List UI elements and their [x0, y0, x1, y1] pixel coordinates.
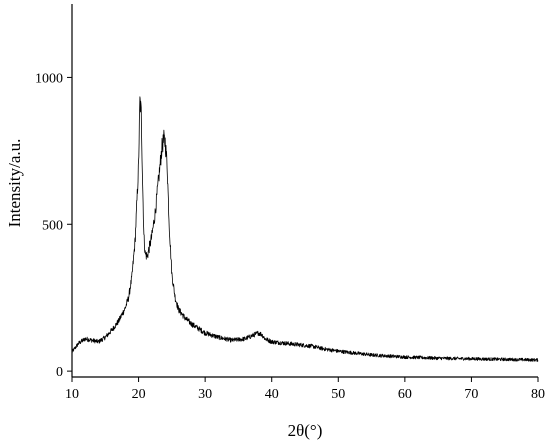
- x-tick-label: 70: [464, 387, 478, 402]
- x-tick-label: 10: [65, 387, 79, 402]
- plot-frame: [71, 4, 538, 378]
- x-tick-label: 20: [132, 387, 146, 402]
- y-axis-title: Intensity/a.u.: [5, 139, 24, 228]
- y-tick-label: 0: [56, 365, 63, 380]
- series-line: [71, 96, 539, 362]
- x-axis-title: 2θ(°): [288, 421, 323, 440]
- x-tick-label: 80: [531, 387, 545, 402]
- y-tick-label: 1000: [35, 71, 63, 86]
- x-tick-label: 50: [331, 387, 345, 402]
- x-tick-label: 40: [265, 387, 279, 402]
- x-ticks: 10 20 30 40 50 60 70 80: [65, 377, 545, 402]
- x-tick-label: 30: [198, 387, 212, 402]
- series-group: [71, 96, 539, 362]
- y-tick-label: 500: [42, 218, 63, 233]
- y-ticks: 0 500 1000: [35, 71, 72, 380]
- x-tick-label: 60: [398, 387, 412, 402]
